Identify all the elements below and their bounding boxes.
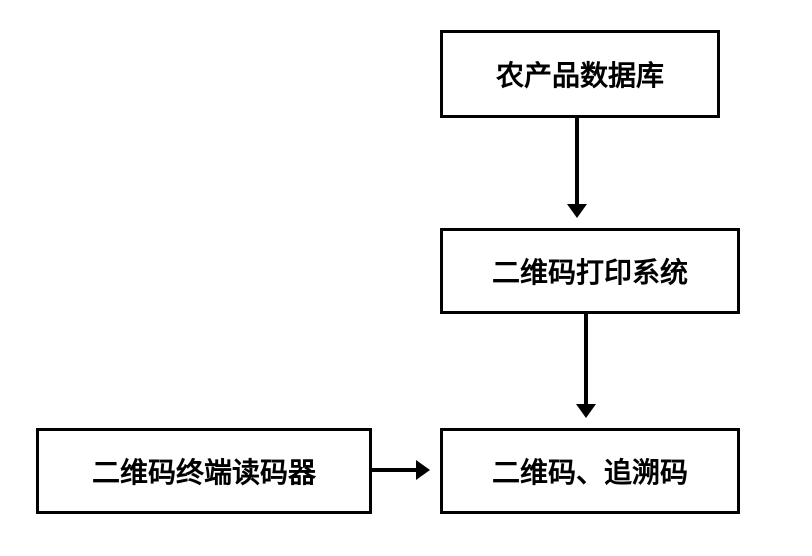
arrow-down-icon bbox=[576, 404, 596, 418]
node-qr-trace: 二维码、追溯码 bbox=[440, 428, 740, 514]
node-reader: 二维码终端读码器 bbox=[36, 428, 372, 514]
node-label: 二维码、追溯码 bbox=[492, 451, 688, 491]
edge-line bbox=[584, 314, 588, 404]
node-label: 二维码打印系统 bbox=[492, 251, 688, 291]
node-label: 农产品数据库 bbox=[496, 54, 664, 94]
node-database: 农产品数据库 bbox=[440, 30, 720, 118]
node-print-system: 二维码打印系统 bbox=[440, 228, 740, 314]
arrow-right-icon bbox=[416, 460, 430, 480]
edge-line bbox=[575, 118, 579, 204]
node-label: 二维码终端读码器 bbox=[92, 451, 316, 491]
flowchart-canvas: 农产品数据库 二维码打印系统 二维码终端读码器 二维码、追溯码 bbox=[0, 0, 812, 556]
arrow-down-icon bbox=[567, 204, 587, 218]
edge-line bbox=[372, 468, 416, 472]
